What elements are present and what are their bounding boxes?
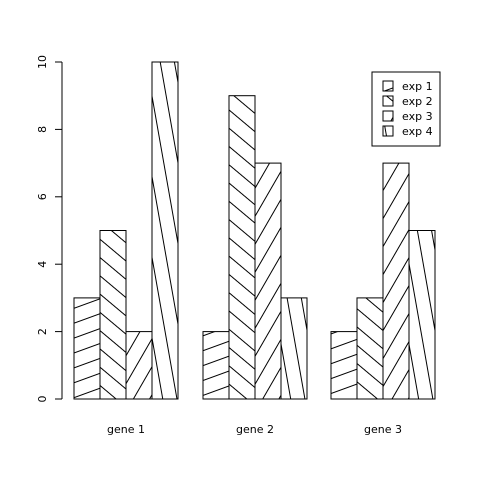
category-label: gene 1 (107, 423, 145, 436)
y-tick-label: 2 (36, 328, 49, 335)
y-tick-label: 6 (36, 193, 49, 200)
bar-gene-1-exp-1 (73, 297, 101, 400)
bar-gene-1-exp-2 (99, 230, 127, 400)
legend-swatch (382, 95, 394, 107)
bar-gene-2-exp-4 (280, 297, 308, 400)
bar-gene-2-exp-2 (228, 95, 256, 400)
y-axis: 0 2 4 6 8 10 (36, 55, 63, 403)
bar-gene-3-exp-1 (330, 331, 358, 400)
category-label: gene 3 (364, 423, 402, 436)
bar-gene-1-exp-4 (151, 61, 179, 400)
legend-swatch (382, 125, 394, 137)
bar-gene-3-exp-3 (382, 162, 410, 400)
legend: exp 1 exp 2 exp 3 exp 4 (371, 71, 441, 147)
bar-gene-3-exp-4 (408, 230, 436, 400)
legend-swatch (382, 110, 394, 122)
legend-label: exp 2 (402, 95, 433, 108)
category-labels: gene 1 gene 2 gene 3 (107, 423, 402, 436)
legend-label: exp 4 (402, 125, 433, 138)
y-tick-label: 4 (36, 261, 49, 268)
legend-swatch (382, 80, 394, 92)
bar-gene-1-exp-3 (125, 331, 153, 400)
y-tick-label: 8 (36, 126, 49, 133)
bar-gene-2-exp-1 (202, 331, 230, 400)
y-tick-label: 0 (36, 396, 49, 403)
legend-label: exp 3 (402, 110, 433, 123)
bar-gene-3-exp-2 (356, 297, 384, 400)
category-label: gene 2 (236, 423, 274, 436)
legend-label: exp 1 (402, 80, 433, 93)
bars (73, 61, 436, 400)
bar-gene-2-exp-3 (254, 162, 282, 400)
y-tick-label: 10 (36, 55, 49, 69)
